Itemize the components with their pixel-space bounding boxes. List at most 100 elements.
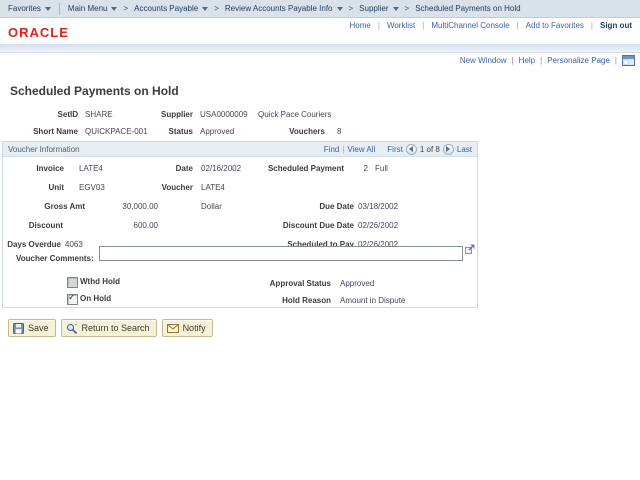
save-button[interactable]: Save [8, 319, 56, 337]
voucher-comments-input[interactable] [99, 246, 463, 261]
discount-label: Discount [28, 221, 63, 230]
notify-button[interactable]: Notify [161, 319, 213, 337]
personalize-layout-icon[interactable] [622, 55, 635, 66]
approval-status-value: Approved [340, 279, 375, 288]
link-separator: | [614, 56, 617, 65]
view-all-link[interactable]: View All [347, 144, 376, 154]
approval-status-label: Approval Status [269, 279, 331, 288]
vouchers-label: Vouchers [289, 127, 325, 136]
discount-due-date-value: 02/26/2002 [358, 221, 399, 230]
next-row-button[interactable] [442, 143, 454, 155]
breadcrumb-separator: > [123, 4, 129, 13]
vouchers-count: 8 [337, 127, 342, 136]
header-link-worklist[interactable]: Worklist [386, 21, 416, 30]
dropdown-caret-icon [44, 6, 51, 11]
header-links: Home | Worklist | MultiChannel Console |… [350, 21, 632, 30]
setid-value: SHARE [85, 110, 113, 119]
save-icon [13, 322, 24, 334]
breadcrumb-separator: > [214, 4, 219, 13]
breadcrumb-item-label: Accounts Payable [134, 4, 199, 13]
voucher-comments-label: Voucher Comments: [16, 254, 94, 263]
header-link-multichannel-console[interactable]: MultiChannel Console [431, 21, 510, 30]
unit-value: EGV03 [79, 183, 105, 192]
expand-comments-icon[interactable] [465, 244, 476, 254]
first-link[interactable]: First [387, 144, 403, 154]
currency-label: Dollar [201, 202, 222, 211]
supplier-id-value: USA0000009 [200, 110, 248, 119]
previous-icon [409, 146, 414, 152]
dropdown-caret-icon [111, 6, 118, 11]
page-banner-gradient [0, 44, 640, 53]
find-link[interactable]: Find [323, 144, 340, 154]
breadcrumb-item-main-menu[interactable]: Main Menu [68, 4, 118, 13]
breadcrumb-item-accounts-payable[interactable]: Accounts Payable [134, 4, 209, 13]
breadcrumb-item-review-accounts-payable-info[interactable]: Review Accounts Payable Info [225, 4, 343, 13]
on-hold-checkbox[interactable] [67, 294, 78, 305]
short-name-value: QUICKPACE-001 [85, 127, 148, 136]
gross-amt-value: 30,000.00 [122, 202, 158, 211]
invoice-value: LATE4 [79, 164, 103, 173]
favorites-menu[interactable]: Favorites [8, 4, 51, 13]
next-icon [446, 146, 451, 152]
breadcrumb-separator: > [404, 4, 410, 13]
breadcrumb-item-label: Main Menu [67, 4, 108, 13]
hold-reason-label: Hold Reason [282, 296, 331, 305]
utility-links: New Window | Help | Personalize Page | [460, 55, 635, 66]
date-label: Date [175, 164, 193, 173]
personalize-page-link[interactable]: Personalize Page [547, 56, 610, 65]
due-date-value: 03/18/2002 [358, 202, 399, 211]
discount-due-date-label: Discount Due Date [282, 221, 354, 230]
favorites-menu-label: Favorites [8, 4, 41, 13]
voucher-label: Voucher [161, 183, 193, 192]
scheduled-payment-type: Full [375, 164, 388, 173]
voucher-info-header: Voucher Information Find | View All Firs… [3, 142, 477, 157]
wthd-hold-label: Wthd Hold [80, 277, 120, 286]
wthd-hold-checkbox[interactable] [67, 277, 78, 288]
voucher-value: LATE4 [201, 183, 225, 192]
days-overdue-label: Days Overdue [7, 240, 61, 249]
link-separator: | [590, 21, 593, 30]
due-date-label: Due Date [319, 202, 354, 211]
page-toolbar: Save Return to Search Notify [8, 319, 213, 337]
header-link-home[interactable]: Home [349, 21, 371, 30]
dropdown-caret-icon [336, 6, 343, 11]
link-separator: | [422, 21, 425, 30]
return-to-search-icon [66, 323, 77, 334]
breadcrumb-item-label: Supplier [359, 4, 389, 13]
scheduled-payment-label: Scheduled Payment [267, 164, 344, 173]
notify-icon [166, 324, 179, 333]
previous-row-button[interactable] [405, 143, 417, 155]
voucher-info-groupbox: Voucher Information Find | View All Firs… [2, 141, 478, 308]
row-position: 1 of 8 [419, 144, 440, 154]
link-separator: | [511, 56, 514, 65]
breadcrumb-separator: > [348, 4, 354, 13]
link-separator: | [516, 21, 519, 30]
header-link-add-to-favorites[interactable]: Add to Favorites [525, 21, 584, 30]
dropdown-caret-icon [392, 6, 399, 11]
link-separator: | [540, 56, 543, 65]
hold-reason-value: Amount in Dispute [340, 296, 406, 305]
scheduled-to-pay-value: 02/26/2002 [358, 240, 399, 249]
gross-amt-label: Gross Amt [44, 202, 85, 211]
date-value: 02/16/2002 [201, 164, 242, 173]
breadcrumb-divider [58, 2, 60, 15]
status-label: Status [168, 127, 193, 136]
link-separator: | [377, 21, 380, 30]
invoice-label: Invoice [36, 164, 64, 173]
new-window-link[interactable]: New Window [459, 56, 507, 65]
breadcrumb-item-supplier[interactable]: Supplier [359, 4, 399, 13]
last-link[interactable]: Last [456, 144, 472, 154]
on-hold-label: On Hold [80, 294, 112, 303]
sign-out-link[interactable]: Sign out [600, 21, 632, 30]
dropdown-caret-icon [202, 6, 209, 11]
oracle-logo: ORACLE [8, 25, 69, 40]
supplier-name-value: Quick Pace Couriers [258, 110, 332, 119]
discount-value: 600.00 [133, 221, 158, 230]
short-name-label: Short Name [33, 127, 78, 136]
breadcrumb-item-current: Scheduled Payments on Hold [415, 4, 521, 13]
scheduled-to-pay-label: Scheduled to Pay [287, 240, 354, 249]
status-value: Approved [200, 127, 235, 136]
return-to-search-button[interactable]: Return to Search [60, 319, 157, 337]
help-link[interactable]: Help [518, 56, 536, 65]
